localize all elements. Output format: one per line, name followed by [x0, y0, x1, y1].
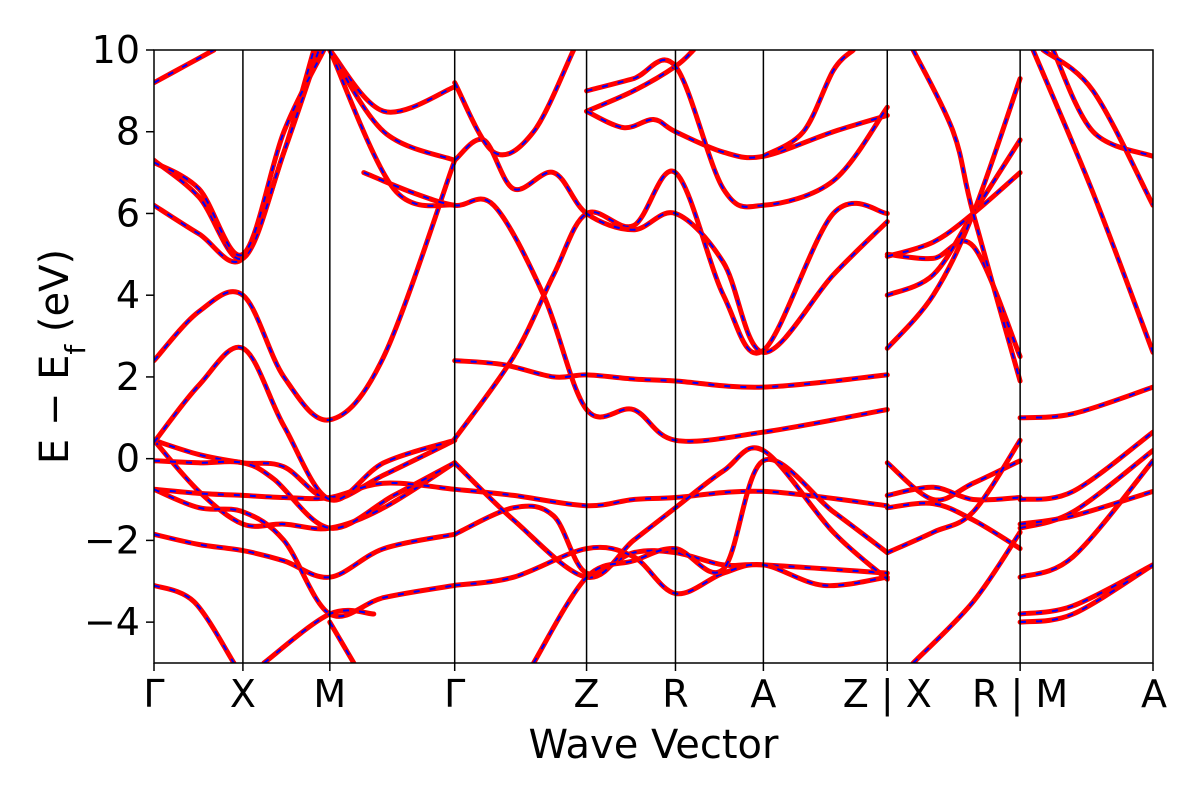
band-line-overlay-28 — [586, 50, 695, 113]
band-line-overlay-9 — [154, 50, 315, 263]
band-line-overlay-16 — [328, 50, 456, 162]
kpoint-verticals — [242, 50, 1021, 663]
band-line-overlay-45 — [1019, 460, 1153, 579]
y-tick-label-6: −2 — [84, 518, 140, 562]
band-line-overlay-25 — [454, 138, 889, 354]
band-line-overlay-3 — [154, 482, 455, 500]
x-axis-ticks: Γ X M Γ Z R A Z | X R | M A — [143, 663, 1167, 717]
y-tick-label-1: 8 — [116, 110, 140, 154]
y-axis-label-subscript: f — [59, 344, 92, 355]
band-line-overlay-8 — [154, 346, 455, 502]
band-line-overlay-0 — [154, 439, 456, 501]
band-line-9 — [154, 50, 317, 265]
band-line-20 — [452, 486, 890, 509]
band-line-overlay-42 — [1020, 386, 1153, 419]
band-line-overlay-5 — [154, 488, 455, 618]
y-tick-label-3: 4 — [116, 273, 140, 317]
band-line-26 — [452, 50, 577, 158]
band-line-10 — [154, 50, 322, 262]
y-tick-label-5: 0 — [116, 437, 140, 481]
band-line-overlay-24 — [452, 170, 888, 441]
band-line-42 — [1017, 384, 1153, 421]
band-line-28 — [584, 50, 696, 114]
band-line-overlay-21 — [454, 505, 888, 576]
band-line-overlay-31 — [762, 50, 855, 158]
band-line-overlay-48 — [1019, 564, 1153, 624]
band-line-34 — [884, 137, 1023, 298]
x-tick-label-7: Z | X — [843, 672, 932, 717]
band-line-overlay-7 — [154, 159, 456, 421]
band-line-overlay-10 — [154, 50, 320, 260]
band-line-40 — [910, 529, 1023, 663]
band-line-50 — [1040, 50, 1153, 208]
y-axis-label-main: E − E — [32, 355, 78, 465]
x-tick-label-2: M — [313, 672, 346, 716]
y-axis-ticks: 10 8 6 4 2 0 −2 −4 — [84, 28, 154, 644]
band-line-overlay-30 — [586, 59, 889, 208]
y-tick-label-0: 10 — [92, 28, 140, 72]
band-line-overlay-6 — [154, 584, 235, 663]
y-tick-label-2: 6 — [116, 191, 140, 235]
band-line-overlay-37 — [887, 486, 1021, 501]
band-line-51 — [1030, 50, 1153, 355]
band-line-overlay-47 — [1019, 564, 1153, 615]
band-line-overlay-34 — [886, 139, 1021, 297]
band-line-16 — [327, 50, 458, 163]
x-tick-label-0: Γ — [143, 672, 164, 716]
x-axis-label: Wave Vector — [529, 722, 780, 768]
band-line-13 — [261, 607, 377, 663]
band-line-8 — [154, 344, 458, 503]
x-tick-label-9: A — [1141, 672, 1167, 716]
band-line-30 — [584, 57, 890, 210]
y-tick-label-7: −4 — [84, 600, 140, 644]
band-line-46 — [1017, 488, 1153, 527]
plot-frame — [153, 49, 1154, 664]
x-tick-label-1: X — [230, 672, 256, 716]
band-line-overlay-12 — [154, 50, 215, 84]
band-line-overlay-14 — [328, 621, 355, 663]
band-line-14 — [327, 619, 357, 663]
band-line-overlay-39 — [886, 439, 1021, 554]
band-lines — [154, 50, 1153, 663]
band-line-overlay-46 — [1019, 490, 1153, 526]
band-line-overlay-2 — [154, 459, 456, 530]
x-tick-label-5: R — [662, 672, 688, 716]
band-line-11 — [154, 50, 327, 258]
band-line-overlay-33 — [886, 171, 1021, 258]
band-line-23 — [452, 445, 890, 582]
band-line-overlay-18 — [363, 171, 888, 443]
band-line-44 — [1017, 448, 1153, 531]
band-line-overlay-50 — [1042, 50, 1153, 206]
band-line-overlay-49 — [1052, 50, 1153, 158]
band-line-overlay-38 — [887, 502, 1021, 550]
band-line-45 — [1017, 458, 1153, 580]
x-tick-label-4: Z — [574, 672, 600, 716]
band-line-19 — [452, 358, 890, 390]
band-line-41 — [910, 50, 1023, 384]
band-line-overlay-43 — [1019, 431, 1153, 501]
band-line-overlay-40 — [912, 531, 1021, 663]
y-axis-label: E − Ef (eV) — [32, 249, 92, 464]
band-line-overlay-26 — [453, 50, 575, 156]
x-tick-label-3: Γ — [444, 672, 465, 716]
band-line-overlay-35 — [886, 78, 1022, 349]
band-line-6 — [154, 582, 237, 663]
band-line-overlay-29 — [586, 110, 888, 159]
x-tick-label-8: R | M — [972, 672, 1068, 717]
y-axis-label-unit: (eV) — [32, 249, 78, 345]
band-line-29 — [584, 108, 890, 161]
y-tick-label-4: 2 — [116, 355, 140, 399]
x-tick-label-6: A — [750, 672, 776, 716]
band-line-overlay-4 — [154, 533, 455, 579]
